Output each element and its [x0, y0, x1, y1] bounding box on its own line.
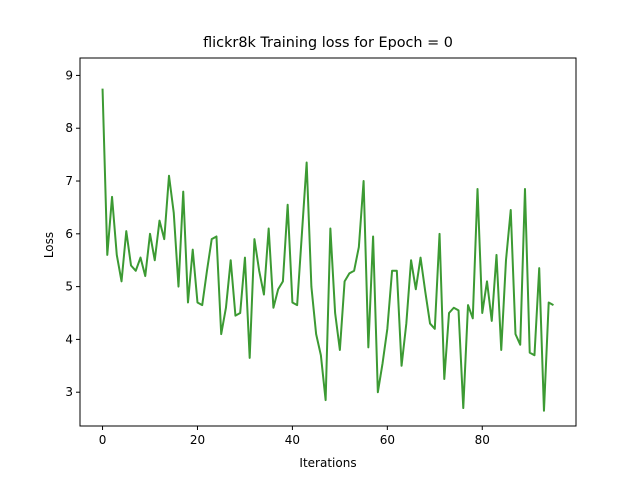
data-line [101, 88, 554, 412]
x-tick-label: 20 [190, 433, 205, 447]
x-tick-label: 60 [380, 433, 395, 447]
y-tick-label: 7 [65, 174, 73, 188]
x-tick-label: 40 [285, 433, 300, 447]
chart-title: flickr8k Training loss for Epoch = 0 [203, 35, 453, 51]
y-tick-label: 6 [65, 227, 73, 241]
x-axis-label: Iterations [299, 456, 356, 470]
y-tick-label: 9 [65, 68, 73, 82]
y-tick-label: 4 [65, 332, 73, 346]
y-tick-label: 3 [65, 385, 73, 399]
y-tick-label: 5 [65, 280, 73, 294]
x-tick-label: 0 [99, 433, 107, 447]
x-tick-label: 80 [475, 433, 490, 447]
y-axis-label: Loss [42, 232, 56, 258]
y-tick-label: 8 [65, 121, 73, 135]
plot-frame [79, 57, 577, 427]
